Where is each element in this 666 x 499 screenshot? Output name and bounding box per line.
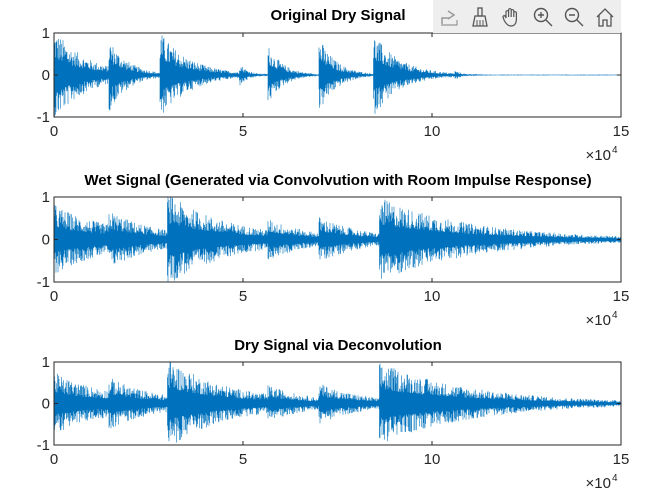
x-exponent-power: 4 bbox=[612, 310, 618, 321]
y-tick-label: -1 bbox=[37, 274, 50, 291]
waveform-series-line bbox=[53, 197, 621, 282]
y-tick-label: 1 bbox=[42, 25, 50, 42]
x-tick-label: 0 bbox=[50, 451, 58, 468]
pan-hand-icon[interactable] bbox=[498, 4, 524, 30]
y-tick-label: -1 bbox=[37, 437, 50, 454]
x-tick-label: 15 bbox=[613, 123, 630, 140]
y-tick-label: 0 bbox=[42, 67, 50, 84]
y-tick-label: 0 bbox=[42, 232, 50, 249]
x-tick-label: 5 bbox=[239, 288, 247, 305]
x-tick-label: 10 bbox=[424, 451, 441, 468]
x-tick-label: 5 bbox=[239, 123, 247, 140]
brush-icon[interactable] bbox=[467, 4, 493, 30]
x-tick-label: 15 bbox=[613, 451, 630, 468]
waveform-series-line bbox=[53, 362, 621, 443]
zoom-in-icon[interactable] bbox=[530, 4, 556, 30]
x-tick-label: 15 bbox=[613, 288, 630, 305]
zoom-out-icon[interactable] bbox=[561, 4, 587, 30]
y-tick-label: 1 bbox=[42, 354, 50, 371]
x-tick-label: 5 bbox=[239, 451, 247, 468]
chart-title: Dry Signal via Deconvolution bbox=[234, 337, 442, 354]
y-tick-label: 1 bbox=[42, 189, 50, 206]
home-icon[interactable] bbox=[592, 4, 618, 30]
x-tick-label: 0 bbox=[50, 288, 58, 305]
x-tick-label: 10 bbox=[424, 123, 441, 140]
x-exponent-label: ×10 bbox=[586, 312, 611, 329]
y-tick-label: 0 bbox=[42, 396, 50, 413]
x-exponent-power: 4 bbox=[612, 145, 618, 156]
waveform-series-line bbox=[53, 35, 621, 117]
axes-toolbar bbox=[433, 0, 621, 33]
chart-title: Original Dry Signal bbox=[270, 7, 405, 24]
x-exponent-label: ×10 bbox=[586, 147, 611, 164]
chart-title: Wet Signal (Generated via Convolvution w… bbox=[84, 172, 591, 189]
x-exponent-label: ×10 bbox=[586, 475, 611, 492]
x-exponent-power: 4 bbox=[612, 473, 618, 484]
x-tick-label: 0 bbox=[50, 123, 58, 140]
x-tick-label: 10 bbox=[424, 288, 441, 305]
y-tick-label: -1 bbox=[37, 109, 50, 126]
export-icon[interactable] bbox=[436, 4, 462, 30]
